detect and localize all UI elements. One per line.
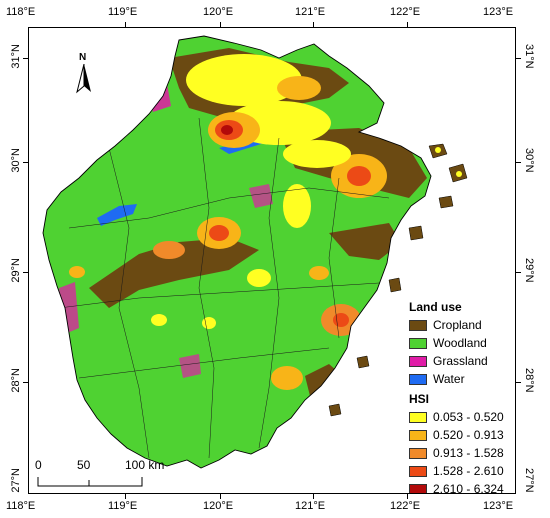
grassland-patch-4 — [179, 354, 201, 378]
tick-top-120 — [220, 22, 221, 27]
map-frame: N Land use Cropland Woodland Grassland W… — [28, 27, 516, 494]
lon-label-top-123: 123°E — [483, 6, 514, 18]
legend-item-hsi-1: 0.053 - 0.520 — [409, 410, 504, 424]
legend-swatch-water — [409, 373, 427, 385]
north-arrow-icon — [76, 64, 91, 94]
lon-label-top-119: 119°E — [108, 6, 138, 18]
north-arrow: N — [75, 52, 93, 96]
legend-label-hsi-2: 0.520 - 0.913 — [433, 428, 504, 442]
island-hotspots — [435, 147, 462, 177]
lon-label-top-122: 122°E — [390, 6, 421, 18]
lat-label-left-30: 30°N — [10, 148, 22, 173]
lon-label-bottom-119: 119°E — [108, 500, 138, 512]
legend-item-hsi-5: 2.610 - 6.324 — [409, 482, 504, 494]
tick-bottom-122 — [407, 494, 408, 499]
tick-right-29 — [516, 272, 521, 273]
lat-label-right-29: 29°N — [523, 258, 535, 283]
legend-item-hsi-3: 0.913 - 1.528 — [409, 446, 504, 460]
water-reservoir — [97, 204, 137, 226]
north-letter: N — [79, 52, 87, 63]
scale-label-50: 50 — [77, 458, 91, 472]
legend-item-grassland: Grassland — [409, 354, 488, 368]
tick-bottom-119 — [125, 494, 126, 499]
lon-label-bottom-122: 122°E — [390, 500, 421, 512]
county-boundaries — [58, 117, 390, 459]
lat-label-left-29: 29°N — [10, 258, 22, 283]
lon-label-bottom-118: 118°E — [6, 500, 36, 512]
legend-label-hsi-1: 0.053 - 0.520 — [433, 410, 504, 424]
legend-item-hsi-2: 0.520 - 0.913 — [409, 428, 504, 442]
lon-label-bottom-123: 123°E — [483, 500, 514, 512]
lat-label-right-27: 27°N — [523, 468, 535, 493]
legend-item-hsi-4: 1.528 - 2.610 — [409, 464, 504, 478]
legend-label-hsi-3: 0.913 - 1.528 — [433, 446, 504, 460]
legend-swatch-hsi-3 — [409, 447, 427, 459]
lat-label-right-31: 31°N — [523, 44, 535, 69]
map-canvas — [42, 35, 468, 469]
lat-label-left-28: 28°N — [10, 368, 22, 393]
tick-right-30 — [516, 162, 521, 163]
lat-label-left-31: 31°N — [10, 44, 22, 69]
legend-label-woodland: Woodland — [433, 336, 487, 350]
tick-right-28 — [516, 382, 521, 383]
tick-left-31 — [23, 58, 28, 59]
scale-label-0: 0 — [35, 458, 42, 472]
tick-bottom-121 — [313, 494, 314, 499]
tick-top-121 — [313, 22, 314, 27]
legend-label-cropland: Cropland — [433, 318, 482, 332]
hsi-hotspots — [69, 54, 387, 390]
lon-label-top-118: 118°E — [6, 6, 36, 18]
legend-swatch-hsi-1 — [409, 411, 427, 423]
legend-swatch-hsi-4 — [409, 465, 427, 477]
tick-left-28 — [23, 382, 28, 383]
tick-left-29 — [23, 272, 28, 273]
legend-swatch-woodland — [409, 337, 427, 349]
legend-label-hsi-4: 1.528 - 2.610 — [433, 464, 504, 478]
legend-item-cropland: Cropland — [409, 318, 482, 332]
cropland-central — [89, 238, 259, 308]
scale-label-100: 100 km — [125, 458, 165, 472]
grassland-patch-3 — [249, 184, 273, 208]
legend-swatch-hsi-2 — [409, 429, 427, 441]
legend-label-water: Water — [433, 372, 465, 386]
lat-label-right-28: 28°N — [523, 368, 535, 393]
scale-bar: 0 50 100 km — [33, 456, 193, 492]
tick-left-30 — [23, 162, 28, 163]
tick-right-31 — [516, 58, 521, 59]
tick-top-122 — [407, 22, 408, 27]
cropland-east — [329, 223, 401, 260]
legend: Land use Cropland Woodland Grassland Wat… — [403, 296, 515, 494]
lon-label-top-121: 121°E — [295, 6, 326, 18]
lat-label-right-30: 30°N — [523, 148, 535, 173]
lon-label-bottom-120: 120°E — [203, 500, 234, 512]
legend-item-woodland: Woodland — [409, 336, 487, 350]
legend-swatch-grassland — [409, 355, 427, 367]
lat-label-left-27: 27°N — [10, 468, 22, 493]
tick-bottom-120 — [220, 494, 221, 499]
legend-swatch-cropland — [409, 319, 427, 331]
legend-item-water: Water — [409, 372, 465, 386]
lon-label-top-120: 120°E — [203, 6, 234, 18]
scale-bar-line — [37, 477, 143, 487]
legend-swatch-hsi-5 — [409, 483, 427, 493]
legend-hsi-title: HSI — [409, 392, 430, 406]
legend-label-hsi-5: 2.610 - 6.324 — [433, 482, 504, 494]
lon-label-bottom-121: 121°E — [295, 500, 326, 512]
tick-top-119 — [125, 22, 126, 27]
legend-land-use-title: Land use — [409, 300, 462, 314]
legend-label-grassland: Grassland — [433, 354, 488, 368]
